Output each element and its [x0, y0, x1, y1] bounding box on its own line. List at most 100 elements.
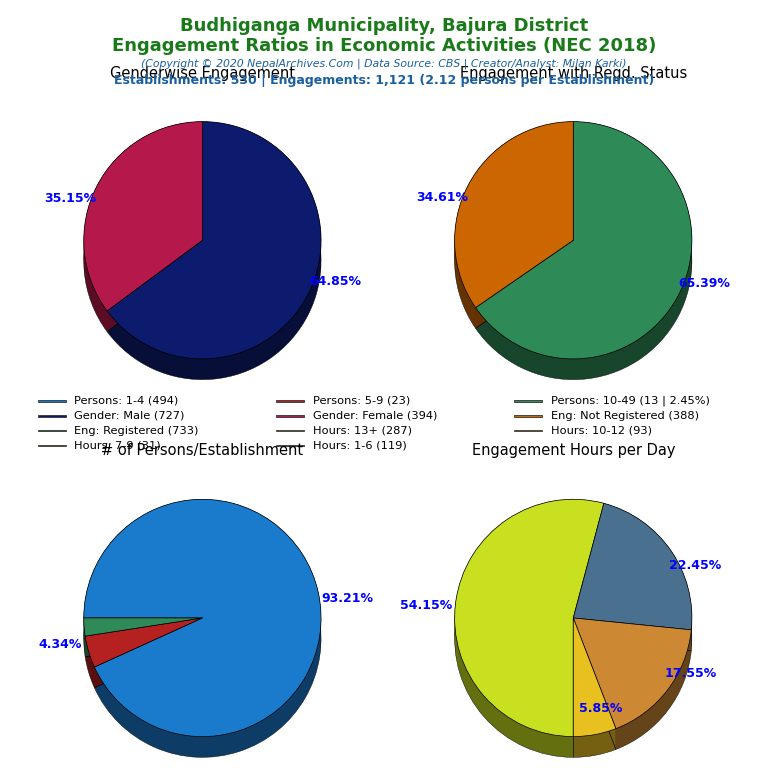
- Wedge shape: [84, 134, 203, 323]
- Wedge shape: [107, 137, 321, 374]
- FancyBboxPatch shape: [514, 400, 542, 402]
- Wedge shape: [84, 121, 203, 311]
- Text: Gender: Male (727): Gender: Male (727): [74, 411, 185, 421]
- Text: Hours: 1-6 (119): Hours: 1-6 (119): [313, 440, 406, 450]
- Wedge shape: [455, 517, 604, 754]
- Wedge shape: [455, 131, 573, 316]
- Text: Eng: Registered (733): Eng: Registered (733): [74, 425, 199, 435]
- FancyBboxPatch shape: [38, 430, 66, 432]
- Wedge shape: [573, 515, 692, 642]
- Text: Hours: 13+ (287): Hours: 13+ (287): [313, 425, 412, 435]
- Wedge shape: [107, 121, 321, 359]
- Wedge shape: [573, 621, 691, 732]
- Wedge shape: [107, 134, 321, 371]
- Wedge shape: [573, 630, 616, 749]
- Title: Engagement with Regd. Status: Engagement with Regd. Status: [459, 66, 687, 81]
- Wedge shape: [475, 140, 692, 376]
- Wedge shape: [84, 121, 203, 311]
- Wedge shape: [573, 627, 691, 737]
- Wedge shape: [85, 618, 203, 667]
- Wedge shape: [573, 618, 691, 729]
- Wedge shape: [475, 134, 692, 371]
- Wedge shape: [85, 636, 203, 685]
- Wedge shape: [84, 508, 321, 746]
- Wedge shape: [84, 621, 203, 639]
- Wedge shape: [573, 633, 691, 743]
- Wedge shape: [84, 633, 203, 651]
- Wedge shape: [84, 618, 203, 636]
- Wedge shape: [84, 499, 321, 737]
- FancyBboxPatch shape: [276, 415, 304, 416]
- Wedge shape: [573, 518, 692, 644]
- Wedge shape: [475, 121, 692, 359]
- Wedge shape: [107, 127, 321, 365]
- Wedge shape: [573, 509, 692, 636]
- FancyBboxPatch shape: [514, 415, 542, 416]
- Wedge shape: [84, 142, 203, 332]
- Text: Persons: 1-4 (494): Persons: 1-4 (494): [74, 396, 179, 406]
- Wedge shape: [84, 137, 203, 326]
- Wedge shape: [573, 633, 616, 751]
- Wedge shape: [455, 140, 573, 326]
- Wedge shape: [573, 503, 692, 630]
- Wedge shape: [84, 618, 203, 636]
- Wedge shape: [573, 636, 691, 746]
- Wedge shape: [573, 524, 692, 650]
- Wedge shape: [475, 127, 692, 365]
- Wedge shape: [573, 639, 691, 750]
- Wedge shape: [107, 140, 321, 376]
- Wedge shape: [455, 142, 573, 329]
- FancyBboxPatch shape: [38, 400, 66, 402]
- Text: 17.55%: 17.55%: [665, 667, 717, 680]
- Text: 5.85%: 5.85%: [578, 702, 622, 715]
- Text: 65.39%: 65.39%: [679, 276, 730, 290]
- Wedge shape: [573, 618, 616, 737]
- Wedge shape: [475, 131, 692, 368]
- Wedge shape: [455, 502, 604, 740]
- FancyBboxPatch shape: [276, 400, 304, 402]
- Text: 34.61%: 34.61%: [416, 191, 468, 204]
- Wedge shape: [573, 506, 692, 633]
- Text: Budhiganga Municipality, Bajura District: Budhiganga Municipality, Bajura District: [180, 17, 588, 35]
- Text: 64.85%: 64.85%: [309, 275, 361, 288]
- Wedge shape: [573, 503, 692, 630]
- Wedge shape: [107, 124, 321, 362]
- Wedge shape: [573, 639, 616, 757]
- Wedge shape: [84, 127, 203, 317]
- Text: 35.15%: 35.15%: [44, 193, 96, 205]
- Title: Engagement Hours per Day: Engagement Hours per Day: [472, 443, 675, 458]
- Wedge shape: [107, 142, 321, 379]
- Wedge shape: [84, 499, 321, 737]
- Wedge shape: [84, 502, 321, 740]
- Wedge shape: [455, 127, 573, 313]
- Wedge shape: [84, 624, 203, 642]
- Wedge shape: [455, 121, 573, 308]
- Wedge shape: [573, 618, 616, 737]
- Wedge shape: [573, 621, 616, 740]
- Text: 22.45%: 22.45%: [669, 559, 721, 572]
- Wedge shape: [84, 505, 321, 743]
- Text: Hours: 7-9 (31): Hours: 7-9 (31): [74, 440, 161, 450]
- Wedge shape: [573, 521, 692, 647]
- Wedge shape: [455, 124, 573, 310]
- Wedge shape: [84, 630, 203, 648]
- Title: # of Persons/Establishment: # of Persons/Establishment: [101, 443, 303, 458]
- FancyBboxPatch shape: [276, 430, 304, 432]
- Wedge shape: [107, 121, 321, 359]
- FancyBboxPatch shape: [38, 415, 66, 416]
- Text: (Copyright © 2020 NepalArchives.Com | Data Source: CBS | Creator/Analyst: Milan : (Copyright © 2020 NepalArchives.Com | Da…: [141, 58, 627, 69]
- Wedge shape: [84, 514, 321, 751]
- Wedge shape: [455, 121, 573, 308]
- Text: 93.21%: 93.21%: [321, 592, 373, 605]
- Wedge shape: [84, 131, 203, 319]
- Wedge shape: [573, 636, 616, 754]
- Wedge shape: [85, 618, 203, 667]
- Text: 4.34%: 4.34%: [38, 637, 82, 650]
- Text: Engagement Ratios in Economic Activities (NEC 2018): Engagement Ratios in Economic Activities…: [112, 37, 656, 55]
- Wedge shape: [85, 621, 203, 670]
- FancyBboxPatch shape: [276, 445, 304, 446]
- Wedge shape: [85, 624, 203, 673]
- Wedge shape: [85, 630, 203, 679]
- Text: 54.15%: 54.15%: [400, 600, 452, 613]
- Wedge shape: [573, 630, 691, 740]
